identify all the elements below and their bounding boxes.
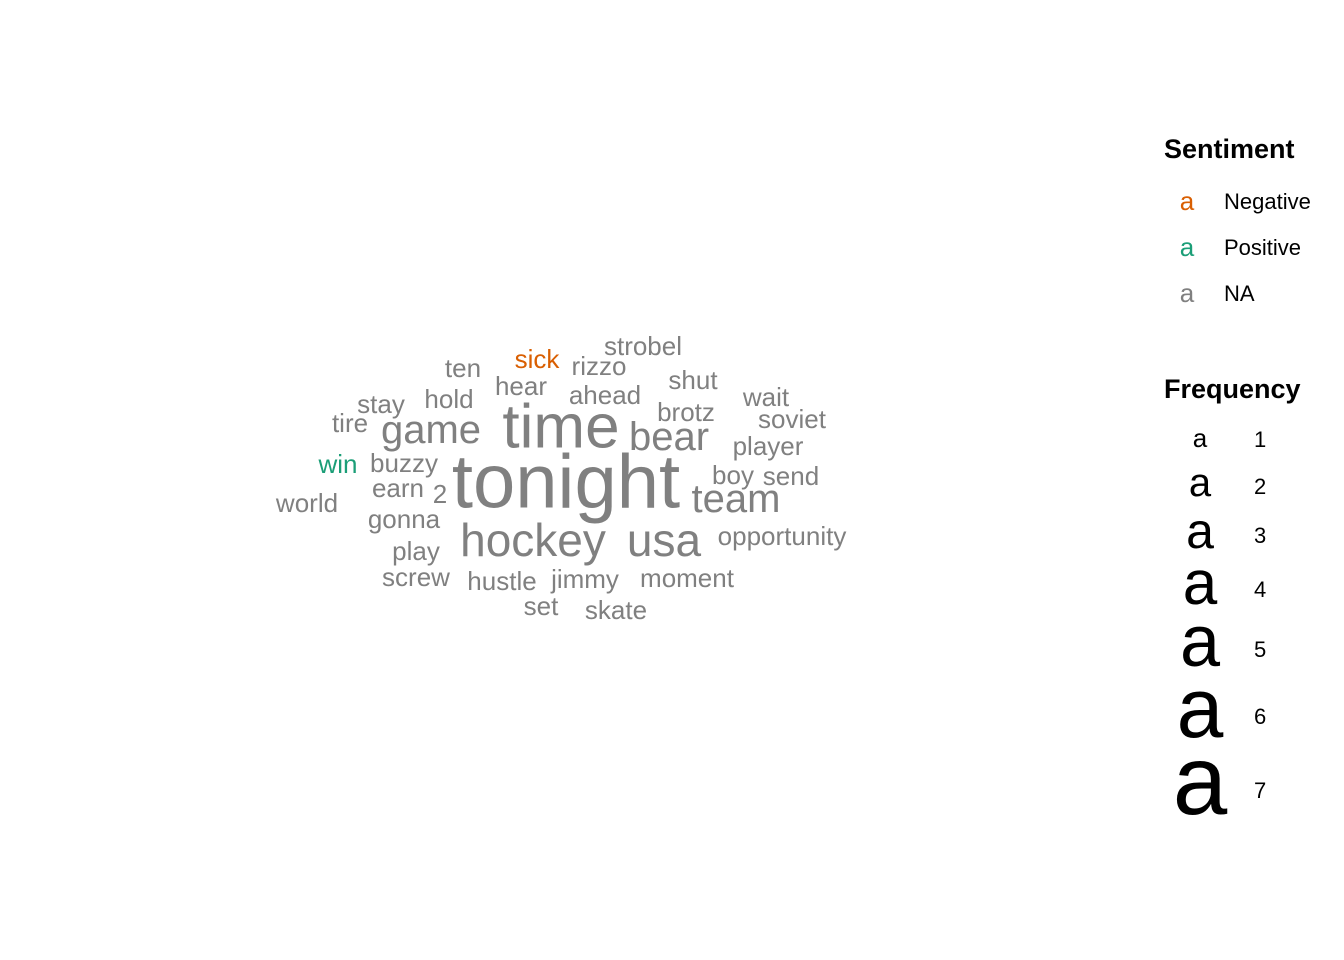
cloud-word: jimmy [550, 564, 619, 594]
frequency-key-glyph: a [1182, 548, 1218, 618]
cloud-word: hockey [460, 514, 606, 566]
frequency-legend-title: Frequency [1164, 374, 1301, 404]
cloud-word: soviet [758, 404, 827, 434]
sentiment-key-label: Negative [1224, 189, 1311, 214]
cloud-word: game [381, 408, 481, 452]
sentiment-key-glyph: a [1179, 278, 1195, 308]
frequency-key-label: 3 [1254, 523, 1267, 548]
cloud-word: bear [629, 415, 709, 459]
sentiment-key-label: NA [1224, 281, 1255, 306]
cloud-word: usa [627, 514, 702, 566]
frequency-key-label: 7 [1254, 778, 1267, 803]
cloud-word: send [763, 461, 819, 491]
cloud-word: earn [372, 473, 424, 503]
cloud-word: team [692, 477, 781, 521]
cloud-word: world [275, 488, 338, 518]
frequency-key-glyph: a [1176, 660, 1224, 755]
cloud-word: moment [640, 563, 735, 593]
cloud-word: time [502, 393, 619, 462]
frequency-key-glyph: a [1192, 422, 1208, 453]
cloud-word: gonna [368, 504, 441, 534]
cloud-word: screw [382, 562, 450, 592]
cloud-word: stay [357, 389, 405, 419]
cloud-word: play [392, 536, 440, 566]
frequency-key-glyph: a [1172, 725, 1228, 836]
sentiment-key-label: Positive [1224, 235, 1302, 260]
cloud-word: sick [515, 344, 561, 374]
cloud-word: strobel [604, 331, 682, 361]
sentiment-legend-title: Sentiment [1164, 134, 1295, 164]
cloud-word: shut [668, 365, 718, 395]
cloud-word: tire [332, 408, 368, 438]
cloud-word: hold [424, 384, 473, 414]
cloud-word: hustle [467, 566, 536, 596]
frequency-key-label: 1 [1254, 427, 1267, 452]
frequency-key-label: 4 [1254, 577, 1267, 602]
frequency-key-glyph: a [1186, 503, 1214, 559]
cloud-word: set [524, 591, 559, 621]
cloud-word: brotz [657, 397, 715, 427]
cloud-word: boy [712, 460, 754, 490]
cloud-word: skate [585, 595, 647, 625]
frequency-key-glyph: a [1179, 602, 1221, 683]
sentiment-key-glyph: a [1179, 232, 1195, 262]
cloud-word: tonight [452, 440, 680, 525]
cloud-word: player [733, 431, 804, 461]
cloud-word: opportunity [718, 521, 847, 551]
cloud-word: wait [742, 382, 790, 412]
frequency-key-glyph: a [1188, 461, 1212, 506]
cloud-word: hear [495, 371, 547, 401]
cloud-word: win [317, 449, 357, 479]
cloud-word: ten [445, 353, 481, 383]
cloud-word: 2 [433, 479, 447, 509]
frequency-key-label: 6 [1254, 704, 1267, 729]
frequency-key-label: 2 [1254, 474, 1267, 499]
cloud-word: rizzo [572, 351, 627, 381]
sentiment-key-glyph: a [1179, 186, 1195, 216]
frequency-key-label: 5 [1254, 637, 1267, 662]
cloud-word: buzzy [370, 448, 438, 478]
cloud-word: ahead [569, 380, 641, 410]
